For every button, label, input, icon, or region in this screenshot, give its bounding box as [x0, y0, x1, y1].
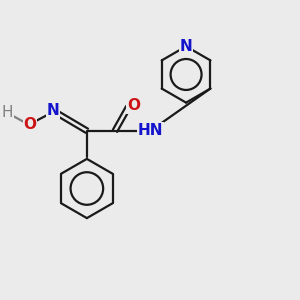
Text: N: N — [46, 103, 59, 118]
Text: HN: HN — [138, 123, 163, 138]
Text: O: O — [127, 98, 140, 113]
Text: H: H — [2, 106, 13, 121]
Text: O: O — [23, 117, 37, 132]
Text: N: N — [180, 39, 192, 54]
